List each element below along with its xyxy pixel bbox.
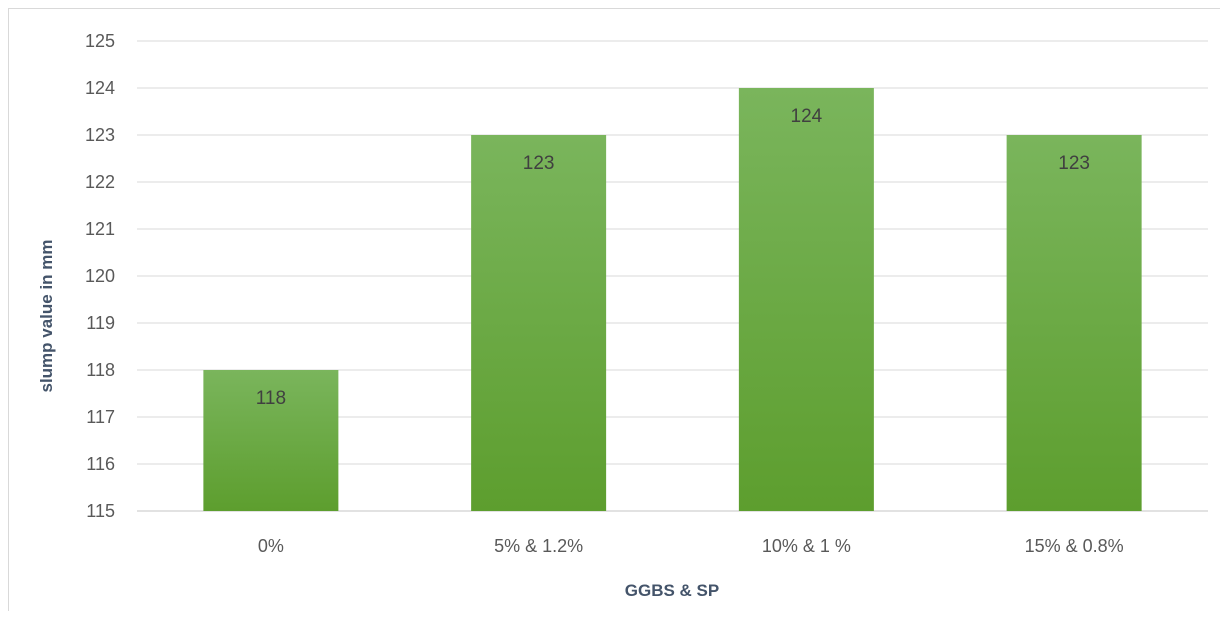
y-tick-label: 118 [86,360,115,380]
bar [738,88,874,511]
x-category-label: 0% [258,536,284,556]
data-label: 123 [1058,153,1090,174]
x-category-label: 15% & 0.8% [1025,536,1124,556]
bar [203,370,339,511]
x-axis-categories: 0% 5% & 1.2% 10% & 1 % 15% & 0.8% [258,536,1124,556]
x-category-label: 5% & 1.2% [494,536,583,556]
y-axis-title: slump value in mm [37,239,56,392]
y-tick-label: 120 [85,266,115,286]
y-tick-label: 122 [85,172,115,192]
y-tick-label: 123 [85,125,115,145]
data-labels: 118 123 124 123 [256,106,1090,409]
bar [1006,135,1142,511]
y-tick-label: 119 [86,313,115,333]
y-tick-label: 124 [85,78,115,98]
y-tick-label: 115 [86,501,115,521]
data-label: 124 [791,106,823,127]
x-axis-title: GGBS & SP [625,581,719,600]
bar [471,135,607,511]
chart-frame [8,8,1220,611]
y-tick-label: 116 [86,454,115,474]
x-category-label: 10% & 1 % [762,536,851,556]
data-label: 118 [256,388,286,409]
bars [203,88,1142,511]
y-tick-label: 125 [85,31,115,51]
y-tick-label: 121 [85,219,115,239]
y-axis-ticks: 115 116 117 118 119 120 121 122 123 124 125 [85,31,115,521]
y-tick-label: 117 [86,407,115,427]
data-label: 123 [523,153,555,174]
